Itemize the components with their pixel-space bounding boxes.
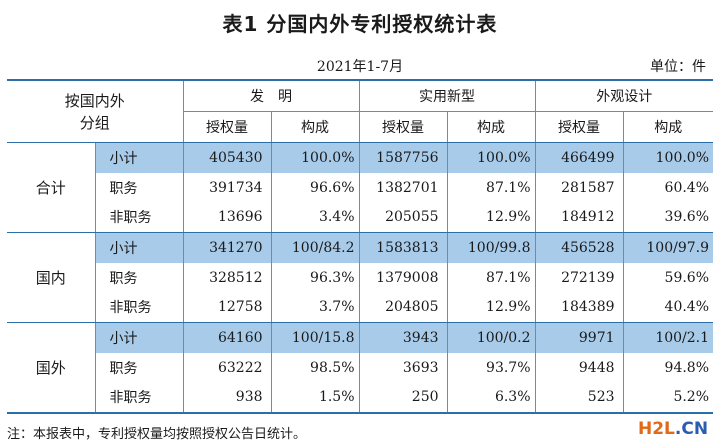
table-row: 非职务 13696 3.4% 205055 12.9% 184912 39.6% bbox=[7, 202, 714, 234]
count-cell: 12758 bbox=[183, 292, 272, 324]
header-corner-text: 按国内外 分组 bbox=[64, 91, 125, 132]
share-cell: 100.0% bbox=[271, 142, 360, 173]
share-cell: 94.8% bbox=[664, 359, 710, 376]
count-cell: 405430 bbox=[183, 142, 272, 173]
table-row: 职务 63222 98.5% 3693 93.7% 9448 94.8% bbox=[7, 352, 713, 383]
count-cell: 250 bbox=[359, 382, 448, 414]
table-row: 非职务 12758 3.7% 204805 12.9% 184389 40.4% bbox=[7, 292, 714, 324]
header-sub: 授权量 bbox=[359, 111, 448, 143]
group-name: 合计 bbox=[7, 142, 96, 234]
share-cell: 100/99.8 bbox=[447, 232, 536, 263]
row-label: 小计 bbox=[95, 232, 184, 263]
share-cell: 100/97.9 bbox=[623, 232, 714, 263]
count-cell: 184389 bbox=[535, 292, 624, 324]
table-row: 非职务 938 1.5% 250 6.3% 523 5.2% bbox=[7, 382, 713, 414]
header-group-invention: 发 明 bbox=[183, 80, 360, 112]
share-cell: 100/84.2 bbox=[271, 232, 360, 263]
row-label: 非职务 bbox=[95, 382, 184, 414]
share-cell: 100.0% bbox=[623, 142, 714, 173]
period-label: 2021年1-7月 bbox=[316, 59, 404, 75]
footnote: 注：本报表中，专利授权量均按照授权公告日统计。 bbox=[7, 427, 307, 442]
share-cell: 40.4% bbox=[623, 292, 714, 324]
group-name: 国内 bbox=[7, 232, 96, 324]
count-cell: 328512 bbox=[183, 262, 272, 293]
share-cell: 100/2.1 bbox=[623, 322, 714, 353]
share-cell: 3.7% bbox=[271, 292, 360, 324]
share-cell: 1.5% bbox=[271, 382, 360, 414]
unit-label: 单位：件 bbox=[650, 59, 706, 75]
table-title: 表1 分国内外专利授权统计表 bbox=[222, 12, 498, 36]
count-cell: 3693 bbox=[359, 352, 448, 383]
patent-stats-table: 按国内外 分组 发 明 实用新型 外观设计 授权量 构成 授权量 构成 授权量 … bbox=[7, 79, 714, 415]
count-cell: 272139 bbox=[535, 262, 624, 293]
header-sub: 构成 bbox=[447, 111, 536, 143]
share-cell: 100.0% bbox=[447, 142, 536, 173]
count-cell: 63222 bbox=[183, 352, 272, 383]
share-cell: 60.4% bbox=[664, 179, 710, 196]
share-cell: 6.3% bbox=[447, 382, 536, 414]
share-cell: 98.5% bbox=[271, 352, 360, 383]
row-label: 非职务 bbox=[95, 292, 184, 324]
share-cell: 12.9% bbox=[447, 292, 536, 324]
share-cell: 100/15.8 bbox=[271, 322, 360, 353]
count-cell: 1382701 bbox=[359, 172, 448, 203]
share-cell: 59.6% bbox=[664, 269, 710, 286]
share-cell: 39.6% bbox=[623, 202, 714, 234]
count-cell: 9971 bbox=[535, 322, 624, 353]
share-cell: 87.1% bbox=[447, 262, 536, 293]
share-cell: 5.2% bbox=[673, 389, 710, 406]
row-label: 职务 bbox=[95, 262, 184, 293]
watermark-part1: H2L bbox=[638, 419, 675, 439]
header-sub: 构成 bbox=[271, 111, 360, 143]
header-sub: 授权量 bbox=[535, 111, 624, 143]
row-label: 职务 bbox=[95, 172, 184, 203]
row-label: 小计 bbox=[95, 322, 184, 353]
group-name: 国外 bbox=[7, 322, 96, 414]
share-cell: 96.3% bbox=[271, 262, 360, 293]
count-cell: 523 bbox=[535, 382, 624, 414]
header-corner: 按国内外 分组 bbox=[7, 80, 184, 143]
row-label: 非职务 bbox=[95, 202, 184, 234]
row-label: 小计 bbox=[95, 142, 184, 173]
count-cell: 1379008 bbox=[359, 262, 448, 293]
share-cell: 100/0.2 bbox=[447, 322, 536, 353]
count-cell: 281587 bbox=[535, 172, 624, 203]
count-cell: 341270 bbox=[183, 232, 272, 263]
count-cell: 3943 bbox=[359, 322, 448, 353]
count-cell: 13696 bbox=[183, 202, 272, 234]
share-cell: 3.4% bbox=[271, 202, 360, 234]
table-row: 职务 391734 96.6% 1382701 87.1% 281587 60.4% bbox=[7, 172, 713, 203]
table-row: 合计 小计 405430 100.0% 1587756 100.0% 466499 100.0… bbox=[7, 142, 714, 234]
header-sub: 授权量 bbox=[183, 111, 272, 143]
table-row: 国外 小计 64160 100/15.8 3943 100/0.2 9971 100/2.1 bbox=[7, 322, 714, 414]
count-cell: 938 bbox=[183, 382, 272, 414]
share-cell: 87.1% bbox=[447, 172, 536, 203]
count-cell: 184912 bbox=[535, 202, 624, 234]
table-row: 职务 328512 96.3% 1379008 87.1% 272139 59.6% bbox=[7, 262, 713, 293]
count-cell: 9448 bbox=[535, 352, 624, 383]
header-sub: 构成 bbox=[623, 111, 714, 143]
count-cell: 205055 bbox=[359, 202, 448, 234]
site-watermark: H2L.CN bbox=[638, 417, 714, 441]
share-cell: 96.6% bbox=[271, 172, 360, 203]
share-cell: 12.9% bbox=[447, 202, 536, 234]
count-cell: 466499 bbox=[535, 142, 624, 173]
watermark-part2: .CN bbox=[674, 419, 709, 439]
header-group-utility: 实用新型 bbox=[359, 80, 536, 112]
count-cell: 1587756 bbox=[359, 142, 448, 173]
count-cell: 204805 bbox=[359, 292, 448, 324]
count-cell: 1583813 bbox=[359, 232, 448, 263]
row-label: 职务 bbox=[95, 352, 184, 383]
count-cell: 391734 bbox=[183, 172, 272, 203]
header-group-design: 外观设计 bbox=[535, 80, 714, 112]
count-cell: 456528 bbox=[535, 232, 624, 263]
share-cell: 93.7% bbox=[447, 352, 536, 383]
count-cell: 64160 bbox=[183, 322, 272, 353]
table-row: 国内 小计 341270 100/84.2 1583813 100/99.8 456528 1… bbox=[7, 232, 714, 324]
